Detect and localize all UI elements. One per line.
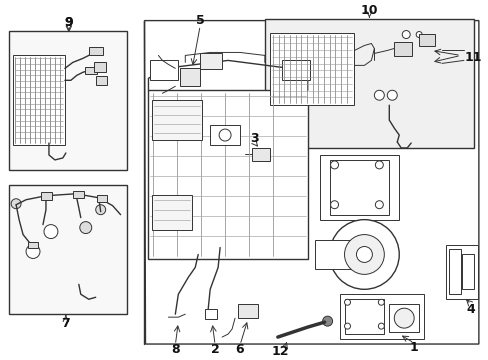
Bar <box>269 32 354 105</box>
Bar <box>88 48 102 55</box>
Bar <box>84 67 97 74</box>
Bar <box>94 62 105 72</box>
Circle shape <box>402 31 409 39</box>
Circle shape <box>356 247 372 262</box>
Circle shape <box>374 90 384 100</box>
Text: 2: 2 <box>210 342 219 356</box>
Bar <box>28 242 38 248</box>
Circle shape <box>344 235 384 274</box>
Circle shape <box>219 129 231 141</box>
Circle shape <box>330 201 338 209</box>
Bar <box>150 60 178 80</box>
Bar <box>9 185 126 314</box>
Bar <box>448 249 460 294</box>
Bar <box>418 33 434 46</box>
Bar <box>461 255 473 289</box>
Bar <box>152 100 202 140</box>
Circle shape <box>330 161 338 169</box>
Text: 1: 1 <box>409 341 418 354</box>
Bar <box>393 42 411 57</box>
Bar <box>445 244 477 299</box>
Text: 9: 9 <box>64 16 73 29</box>
Circle shape <box>344 299 350 305</box>
Bar <box>264 19 473 148</box>
Bar <box>180 68 200 86</box>
Bar <box>97 195 106 202</box>
Text: 4: 4 <box>466 303 474 316</box>
Bar <box>388 304 418 332</box>
Bar <box>210 125 240 145</box>
Text: 12: 12 <box>270 345 288 357</box>
Circle shape <box>26 244 40 258</box>
Circle shape <box>322 316 332 326</box>
Circle shape <box>344 323 350 329</box>
Circle shape <box>11 199 21 209</box>
Bar <box>314 239 359 269</box>
Text: 8: 8 <box>171 342 179 356</box>
Bar <box>148 90 307 260</box>
Text: 5: 5 <box>195 14 204 27</box>
Circle shape <box>393 308 413 328</box>
Bar <box>339 294 423 339</box>
Circle shape <box>378 323 384 329</box>
Bar <box>73 191 83 198</box>
Bar <box>319 155 398 220</box>
Circle shape <box>375 161 383 169</box>
Text: 3: 3 <box>250 131 259 144</box>
Bar <box>281 60 309 80</box>
Circle shape <box>206 57 216 66</box>
Text: 7: 7 <box>61 317 70 330</box>
Bar <box>205 309 217 319</box>
Text: 10: 10 <box>360 4 377 17</box>
Text: 11: 11 <box>463 51 481 64</box>
Bar <box>152 195 192 230</box>
Circle shape <box>378 299 384 305</box>
Circle shape <box>386 90 396 100</box>
Bar <box>9 31 126 170</box>
Bar <box>344 299 384 334</box>
Circle shape <box>44 225 58 239</box>
Bar <box>238 304 257 318</box>
Bar <box>41 192 52 200</box>
Circle shape <box>375 201 383 209</box>
Bar <box>251 148 269 161</box>
Circle shape <box>329 220 398 289</box>
Text: 9: 9 <box>64 16 73 29</box>
Text: 6: 6 <box>235 342 244 356</box>
Circle shape <box>415 32 421 37</box>
Circle shape <box>96 205 105 215</box>
Bar <box>13 55 65 145</box>
Bar <box>329 160 388 215</box>
Bar <box>200 53 222 69</box>
Bar <box>96 76 106 85</box>
Circle shape <box>80 222 92 234</box>
